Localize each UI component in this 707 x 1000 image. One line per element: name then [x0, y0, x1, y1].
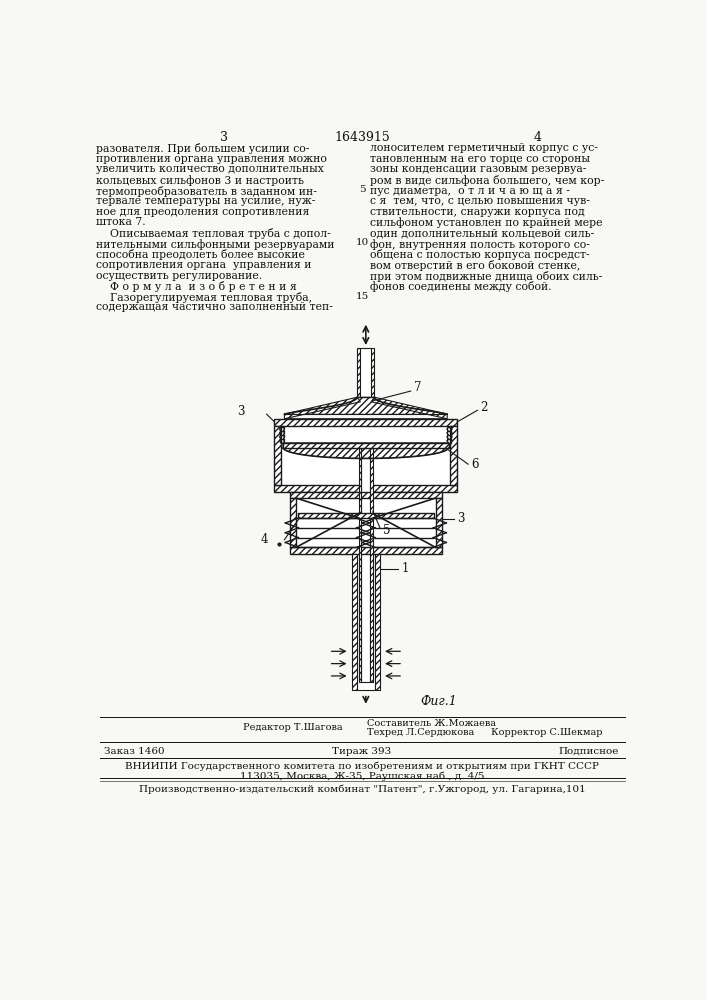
- Text: ное для преодоления сопротивления: ное для преодоления сопротивления: [96, 207, 310, 217]
- Polygon shape: [274, 485, 457, 492]
- Polygon shape: [356, 554, 375, 690]
- Polygon shape: [283, 443, 449, 458]
- Polygon shape: [274, 426, 281, 485]
- Text: содержащая частично заполненный теп-: содержащая частично заполненный теп-: [96, 302, 333, 312]
- Text: 113035, Москва, Ж-35, Раушская наб., д. 4/5: 113035, Москва, Ж-35, Раушская наб., д. …: [240, 771, 484, 781]
- Polygon shape: [375, 554, 380, 690]
- Text: Корректор С.Шекмар: Корректор С.Шекмар: [491, 728, 603, 737]
- Text: сопротивления органа  управления и: сопротивления органа управления и: [96, 260, 312, 270]
- Polygon shape: [290, 498, 296, 547]
- Polygon shape: [352, 554, 356, 690]
- Polygon shape: [371, 348, 374, 397]
- Text: Газорегулируемая тепловая труба,: Газорегулируемая тепловая труба,: [96, 292, 312, 303]
- Text: штока 7.: штока 7.: [96, 217, 146, 227]
- Text: зоны конденсации газовым резервуа-: зоны конденсации газовым резервуа-: [370, 164, 586, 174]
- Text: разователя. При большем усилии со-: разователя. При большем усилии со-: [96, 143, 310, 154]
- Polygon shape: [284, 397, 448, 414]
- Text: 15: 15: [356, 292, 369, 301]
- Polygon shape: [283, 443, 449, 448]
- Text: Подписное: Подписное: [559, 747, 619, 756]
- Text: Производственно-издательский комбинат "Патент", г.Ужгород, ул. Гагарина,101: Производственно-издательский комбинат "П…: [139, 785, 585, 794]
- Text: общена с полостью корпуса посредст-: общена с полостью корпуса посредст-: [370, 249, 590, 260]
- Polygon shape: [281, 426, 450, 485]
- Text: фон, внутренняя полость которого со-: фон, внутренняя полость которого со-: [370, 239, 590, 250]
- Text: 6: 6: [472, 458, 479, 471]
- Text: Редактор Т.Шагова: Редактор Т.Шагова: [243, 723, 343, 732]
- Text: Составитель Ж.Можаева: Составитель Ж.Можаева: [368, 719, 496, 728]
- Polygon shape: [357, 348, 361, 397]
- Text: кольцевых сильфонов 3 и настроить: кольцевых сильфонов 3 и настроить: [96, 175, 304, 186]
- Text: тервале температуры на усилие, нуж-: тервале температуры на усилие, нуж-: [96, 196, 315, 206]
- Text: 3: 3: [457, 512, 464, 525]
- Text: ствительности, снаружи корпуса под: ствительности, снаружи корпуса под: [370, 207, 585, 217]
- Text: тановленным на его торце со стороны: тановленным на его торце со стороны: [370, 154, 590, 164]
- Text: 3: 3: [220, 131, 228, 144]
- Text: Фиг.1: Фиг.1: [420, 695, 457, 708]
- Polygon shape: [298, 513, 434, 518]
- Text: нительными сильфонными резервуарами: нительными сильфонными резервуарами: [96, 239, 334, 250]
- Polygon shape: [290, 547, 442, 554]
- Text: осуществить регулирование.: осуществить регулирование.: [96, 271, 262, 281]
- Polygon shape: [371, 397, 448, 419]
- Polygon shape: [274, 419, 457, 426]
- Text: 7: 7: [414, 381, 421, 394]
- Text: с я  тем, что, с целью повышения чув-: с я тем, что, с целью повышения чув-: [370, 196, 590, 206]
- Text: ром в виде сильфона большего, чем кор-: ром в виде сильфона большего, чем кор-: [370, 175, 604, 186]
- Text: Заказ 1460: Заказ 1460: [104, 747, 165, 756]
- Text: ВНИИПИ Государственного комитета по изобретениям и открытиям при ГКНТ СССР: ВНИИПИ Государственного комитета по изоб…: [125, 761, 599, 771]
- Text: пус диаметра,  о т л и ч а ю щ а я -: пус диаметра, о т л и ч а ю щ а я -: [370, 186, 570, 196]
- Polygon shape: [361, 348, 371, 397]
- Text: фонов соединены между собой.: фонов соединены между собой.: [370, 281, 551, 292]
- Text: 2: 2: [481, 401, 488, 414]
- Polygon shape: [436, 498, 442, 547]
- Text: сильфоном установлен по крайней мере: сильфоном установлен по крайней мере: [370, 217, 602, 228]
- Text: один дополнительный кольцевой силь-: один дополнительный кольцевой силь-: [370, 228, 594, 238]
- Text: 3: 3: [237, 405, 245, 418]
- Text: 1643915: 1643915: [334, 131, 390, 144]
- Text: 1: 1: [402, 562, 409, 575]
- Polygon shape: [361, 448, 370, 682]
- Text: противления органа управления можно: противления органа управления можно: [96, 154, 327, 164]
- Text: Описываемая тепловая труба с допол-: Описываемая тепловая труба с допол-: [96, 228, 331, 239]
- Text: 4: 4: [534, 131, 542, 144]
- Text: вом отверстий в его боковой стенке,: вом отверстий в его боковой стенке,: [370, 260, 580, 271]
- Polygon shape: [290, 492, 442, 498]
- Text: Тираж 393: Тираж 393: [332, 747, 392, 756]
- Polygon shape: [296, 498, 436, 547]
- Polygon shape: [359, 448, 361, 682]
- Text: лоносителем герметичный корпус с ус-: лоносителем герметичный корпус с ус-: [370, 143, 597, 153]
- Text: способна преодолеть более высокие: способна преодолеть более высокие: [96, 249, 305, 260]
- Polygon shape: [450, 426, 457, 485]
- Text: 5: 5: [383, 524, 390, 537]
- Polygon shape: [284, 397, 361, 419]
- Text: Ф о р м у л а  и з о б р е т е н и я: Ф о р м у л а и з о б р е т е н и я: [96, 281, 297, 292]
- Text: увеличить количество дополнительных: увеличить количество дополнительных: [96, 164, 324, 174]
- Polygon shape: [370, 448, 373, 682]
- Text: Техред Л.Сердюкова: Техред Л.Сердюкова: [368, 728, 474, 737]
- Text: 10: 10: [356, 238, 369, 247]
- Text: термопреобразователь в заданном ин-: термопреобразователь в заданном ин-: [96, 186, 317, 197]
- Text: 4: 4: [260, 533, 268, 546]
- Text: при этом подвижные днища обоих силь-: при этом подвижные днища обоих силь-: [370, 271, 602, 282]
- Text: 5: 5: [359, 185, 366, 194]
